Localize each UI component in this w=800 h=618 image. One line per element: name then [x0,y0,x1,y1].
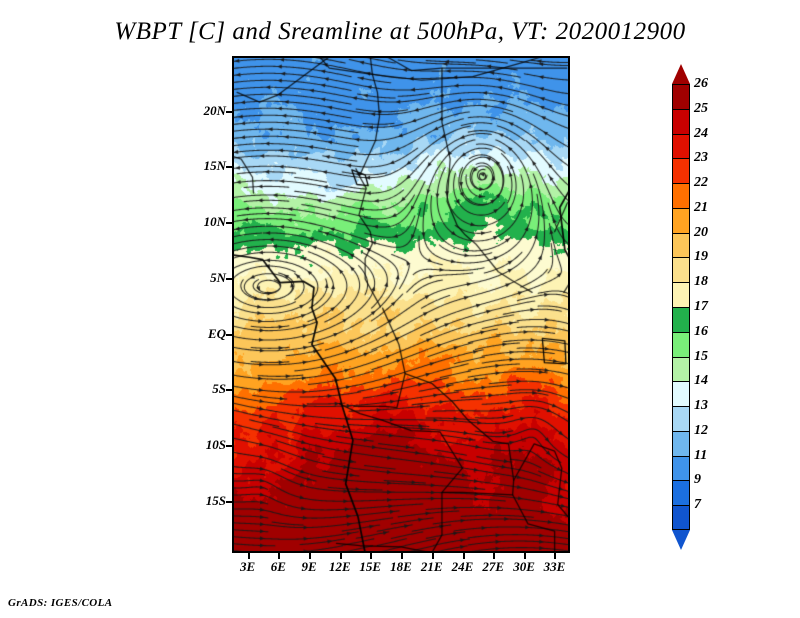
x-axis-tick [309,553,312,559]
colorbar-tick-label: 24 [694,125,708,141]
colorbar-tick-label: 25 [694,100,708,116]
colorbar-tick-label: 17 [694,299,708,314]
x-axis-label: 18E [390,559,412,574]
colorbar-tick-label: 7 [694,497,701,513]
colorbar-segment [672,307,690,332]
colorbar-segment [672,406,690,431]
colorbar-tick-label: 12 [694,422,708,438]
colorbar-segment [672,84,690,109]
y-axis-tick [226,500,232,503]
y-axis-tick [226,389,232,392]
colorbar-tick-label: 26 [694,76,708,91]
x-axis-label: 12E [328,559,351,574]
colorbar-tick-label: 16 [694,323,708,339]
colorbar-segment [672,356,690,382]
x-axis-tick [462,553,465,559]
y-axis-tick [226,221,232,224]
colorbar-segment [672,257,690,283]
y-axis-label: 5S [212,381,226,397]
x-axis-tick [401,553,403,559]
colorbar-segment [672,183,690,208]
plot-frame [232,56,570,553]
colorbar-tick-label: 11 [694,447,708,463]
x-axis-labels: 3E 6E 9E 12E 15E 18E 21E 24E 27E 30E 33E [0,559,800,579]
colorbar-tick-label: 21 [694,199,708,215]
x-axis-label: 30E [513,559,535,574]
x-axis-tick [278,553,281,559]
x-axis-label: 24E [451,559,474,574]
y-axis-label: 10S [205,437,226,453]
y-axis-tick [226,166,232,169]
y-axis-label: 10N [203,213,226,229]
x-axis-tick [339,553,342,559]
x-axis-tick [493,553,496,559]
colorbar-segments [672,84,690,530]
colorbar-segment [672,331,690,357]
colorbar-segment [672,430,690,456]
x-axis-tick [431,553,434,559]
x-axis-label: 6E [270,559,286,574]
attribution-footer: GrADS: IGES/COLA [8,597,113,609]
y-axis-label: 15N [203,158,226,174]
colorbar-segment [672,133,690,159]
x-axis-tick [554,553,557,559]
y-axis-tick [226,110,232,113]
colorbar-segment [672,381,690,407]
colorbar-segment [672,505,690,530]
y-axis-labels: 20N 15N 10N 5N EQ 5S 10S 15S [188,56,226,553]
x-axis-label: 27E [482,559,505,574]
colorbar-tick-label: 23 [694,150,708,166]
x-axis-tick [524,553,527,559]
colorbar-tick-label: 15 [694,348,708,364]
y-axis-label: 20N [203,102,226,118]
y-axis-tick [226,333,232,336]
colorbar-segment [672,158,690,184]
colorbar-tick-label: 13 [694,398,708,414]
colorbar-tick-label: 19 [694,249,708,265]
x-axis-label: 9E [301,559,317,574]
x-axis-tick [370,553,373,559]
colorbar-segment [672,108,690,134]
y-axis-tick [226,277,232,280]
colorbar-segment [672,232,690,258]
colorbar-top-arrow [672,64,690,84]
colorbar-tick-label: 20 [694,224,708,240]
map-plot-area [232,56,570,553]
colorbar-segment [672,282,690,307]
colorbar-tick-label: 14 [694,373,708,389]
colorbar-tick-label: 22 [694,175,708,191]
x-axis-label: 3E [239,559,256,574]
x-axis-label: 21E [420,559,443,574]
y-axis-label: EQ [207,325,226,341]
y-axis-tick [226,445,232,448]
colorbar-segment [672,455,690,481]
colorbar-segment [672,480,690,506]
y-axis-label: 5N [210,269,226,285]
y-axis-label: 15S [205,492,226,508]
colorbar-tick-label: 18 [694,274,708,290]
colorbar [672,64,690,550]
x-axis-tick [247,553,250,559]
x-axis-label: 33E [543,559,566,574]
colorbar-tick-label: 9 [694,472,701,488]
colorbar-segment [672,207,690,233]
colorbar-bottom-arrow [672,530,690,550]
x-axis-label: 15E [359,559,382,574]
wbpt-streamline-map [232,56,570,553]
page-title: WBPT [C] and Sreamline at 500hPa, VT: 20… [114,18,686,45]
